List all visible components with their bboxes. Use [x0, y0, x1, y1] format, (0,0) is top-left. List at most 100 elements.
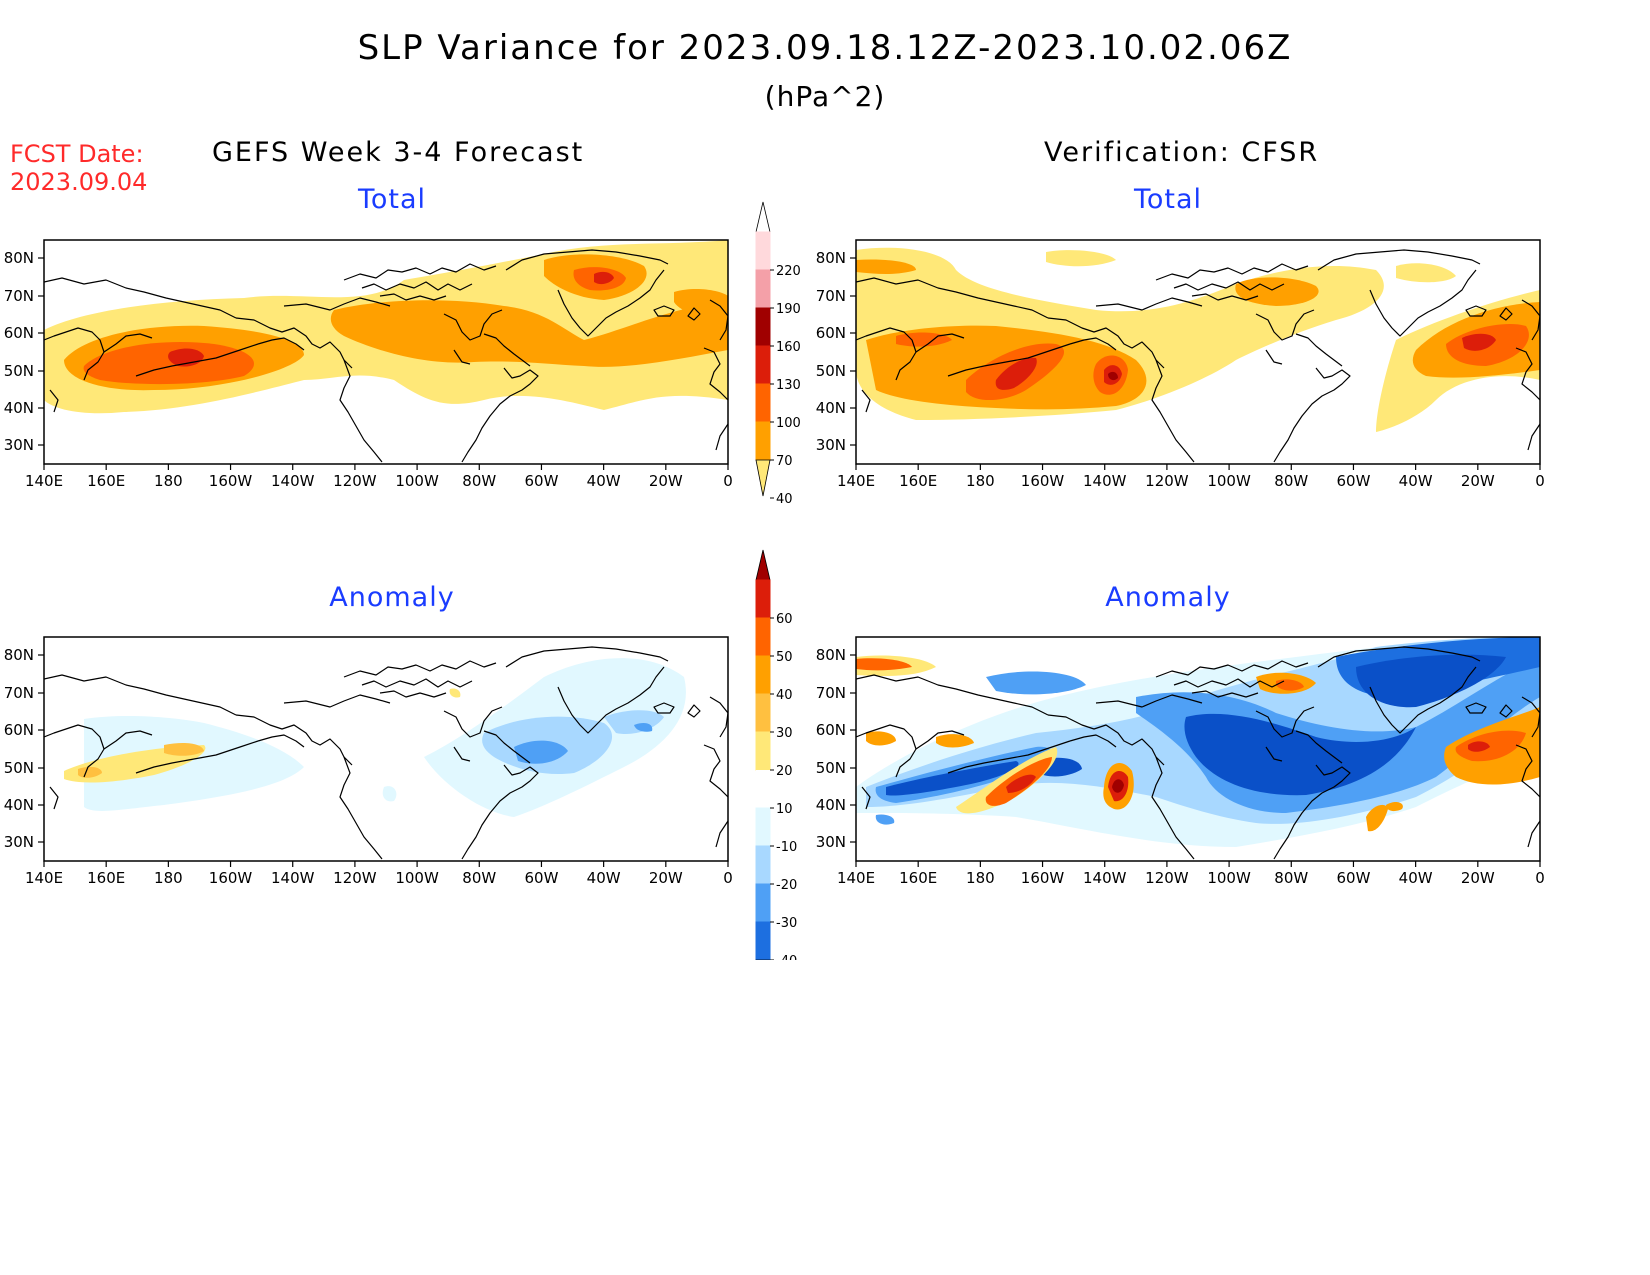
lat-tick-label: 60N — [816, 324, 846, 342]
lon-tick-label: 40W — [1399, 472, 1433, 490]
colorbar-label: 130 — [776, 378, 801, 393]
lon-tick-label: 80W — [462, 472, 496, 490]
lon-tick-label: 100W — [1207, 869, 1251, 887]
lat-tick-label: 40N — [816, 796, 846, 814]
lon-tick-label: 80W — [1274, 472, 1308, 490]
verif-total-map: 80N 70N 60N 50N 40N 30N 140E 160E 180 160W 140W 12… — [812, 239, 1572, 490]
lat-tick-label: 80N — [816, 646, 846, 664]
lon-tick-label: 160E — [899, 869, 937, 887]
lon-tick-label: 0 — [723, 472, 733, 490]
lat-tick-label: 40N — [816, 399, 846, 417]
lon-tick-label: 140E — [25, 472, 63, 490]
lon-tick-label: 40W — [1399, 869, 1433, 887]
lon-tick-label: 180 — [966, 472, 995, 490]
lat-tick-label: 70N — [816, 684, 846, 702]
lon-tick-label: 80W — [462, 869, 496, 887]
lon-tick-label: 140W — [271, 472, 315, 490]
verif-anomaly-label: Anomaly — [1105, 582, 1231, 613]
colorbar-swatch — [755, 883, 771, 923]
lat-tick-label: 80N — [816, 249, 846, 267]
lon-tick-label: 60W — [524, 869, 558, 887]
lat-tick-label: 30N — [4, 436, 34, 454]
colorbar-label: 40 — [776, 688, 793, 703]
lon-tick-label: 20W — [649, 472, 683, 490]
lon-tick-label: 60W — [524, 472, 558, 490]
colorbar-label: 160 — [776, 340, 801, 355]
lon-tick-label: 160W — [1021, 472, 1065, 490]
colorbar-swatch — [755, 231, 771, 271]
lon-tick-label: 160W — [1021, 869, 1065, 887]
lon-tick-label: 120W — [333, 869, 377, 887]
verif-anomaly-map: 80N 70N 60N 50N 40N 30N 140E 160E 180 160W 140W 12… — [812, 636, 1572, 887]
colorbar-label: -40 — [776, 954, 797, 960]
lat-tick-label: 70N — [4, 287, 34, 305]
colorbar-swatch — [755, 921, 771, 961]
colorbar-top-arrow — [755, 549, 771, 581]
lat-tick-label: 70N — [816, 287, 846, 305]
colorbar-label: 50 — [776, 650, 793, 665]
verif-total-field — [856, 240, 1540, 464]
lon-tick-label: 140W — [1083, 869, 1127, 887]
lat-tick-label: 30N — [816, 436, 846, 454]
fcst-anomaly-field — [44, 637, 728, 861]
colorbar-swatch — [755, 807, 771, 847]
colorbar-label: 60 — [776, 612, 793, 627]
colorbar-swatch — [755, 383, 771, 423]
colorbar-top-arrow — [755, 201, 771, 233]
verif-total-label: Total — [1133, 184, 1203, 215]
lat-tick-label: 60N — [4, 324, 34, 342]
fcst-total-map: 80N 70N 60N 50N 40N 30N 140E 160E 180 160W 140W 12… — [0, 239, 760, 490]
colorbar-swatch — [755, 421, 771, 461]
colorbar-label: 20 — [776, 764, 793, 779]
lat-tick-label: 40N — [4, 796, 34, 814]
fcst-anomaly-lon-axis: 140E 160E 180 160W 140W 120W 100W 80W 60W 40W 20W 0 — [25, 861, 733, 887]
lon-tick-label: 60W — [1336, 869, 1370, 887]
colorbar-label: 190 — [776, 302, 801, 317]
colorbar-label: 10 — [776, 802, 793, 817]
fcst-date-label: FCST Date: — [10, 140, 144, 168]
colorbar-label: 100 — [776, 416, 801, 431]
lon-tick-label: 20W — [649, 869, 683, 887]
lon-tick-label: 0 — [1535, 869, 1545, 887]
lat-tick-label: 60N — [4, 721, 34, 739]
lon-tick-label: 160E — [87, 869, 125, 887]
colorbar-label: 70 — [776, 454, 793, 469]
verif-anomaly-field — [856, 637, 1540, 861]
lon-tick-label: 160E — [87, 472, 125, 490]
lon-tick-label: 140E — [837, 472, 875, 490]
fcst-anomaly-lat-axis: 80N 70N 60N 50N 40N 30N — [4, 646, 44, 851]
lat-tick-label: 30N — [4, 833, 34, 851]
lon-tick-label: 140E — [25, 869, 63, 887]
lon-tick-label: 120W — [1145, 472, 1189, 490]
verif-total-lon-axis: 140E 160E 180 160W 140W 120W 100W 80W 60W 40W 20W 0 — [837, 464, 1545, 490]
fcst-total-field — [44, 240, 728, 464]
lon-tick-label: 140W — [1083, 472, 1127, 490]
lat-tick-label: 50N — [4, 362, 34, 380]
lon-tick-label: 20W — [1461, 869, 1495, 887]
colorbar-label: 40 — [776, 492, 793, 506]
colorbar-bottom-arrow — [755, 459, 771, 497]
lat-tick-label: 60N — [816, 721, 846, 739]
lon-tick-label: 180 — [154, 869, 183, 887]
colorbar-swatch — [755, 269, 771, 309]
lat-tick-label: 80N — [4, 249, 34, 267]
colorbar-swatch — [755, 579, 771, 619]
lon-tick-label: 0 — [1535, 472, 1545, 490]
lat-tick-label: 40N — [4, 399, 34, 417]
colorbar-swatch — [755, 693, 771, 733]
lon-tick-label: 120W — [1145, 869, 1189, 887]
lon-tick-label: 160W — [209, 472, 253, 490]
colorbar-label: -30 — [776, 916, 797, 931]
lat-tick-label: 70N — [4, 684, 34, 702]
lon-tick-label: 160E — [899, 472, 937, 490]
verif-anomaly-lat-axis: 80N 70N 60N 50N 40N 30N — [816, 646, 856, 851]
units-label: (hPa^2) — [764, 80, 886, 113]
lon-tick-label: 100W — [395, 869, 439, 887]
fcst-total-label: Total — [357, 184, 427, 215]
colorbar-swatch — [755, 731, 771, 771]
colorbar-swatch — [755, 655, 771, 695]
colorbar-label: -10 — [776, 840, 797, 855]
lat-tick-label: 50N — [4, 759, 34, 777]
colorbar-swatch — [756, 770, 770, 808]
figure-title: SLP Variance for 2023.09.18.12Z-2023.10.… — [357, 28, 1293, 68]
